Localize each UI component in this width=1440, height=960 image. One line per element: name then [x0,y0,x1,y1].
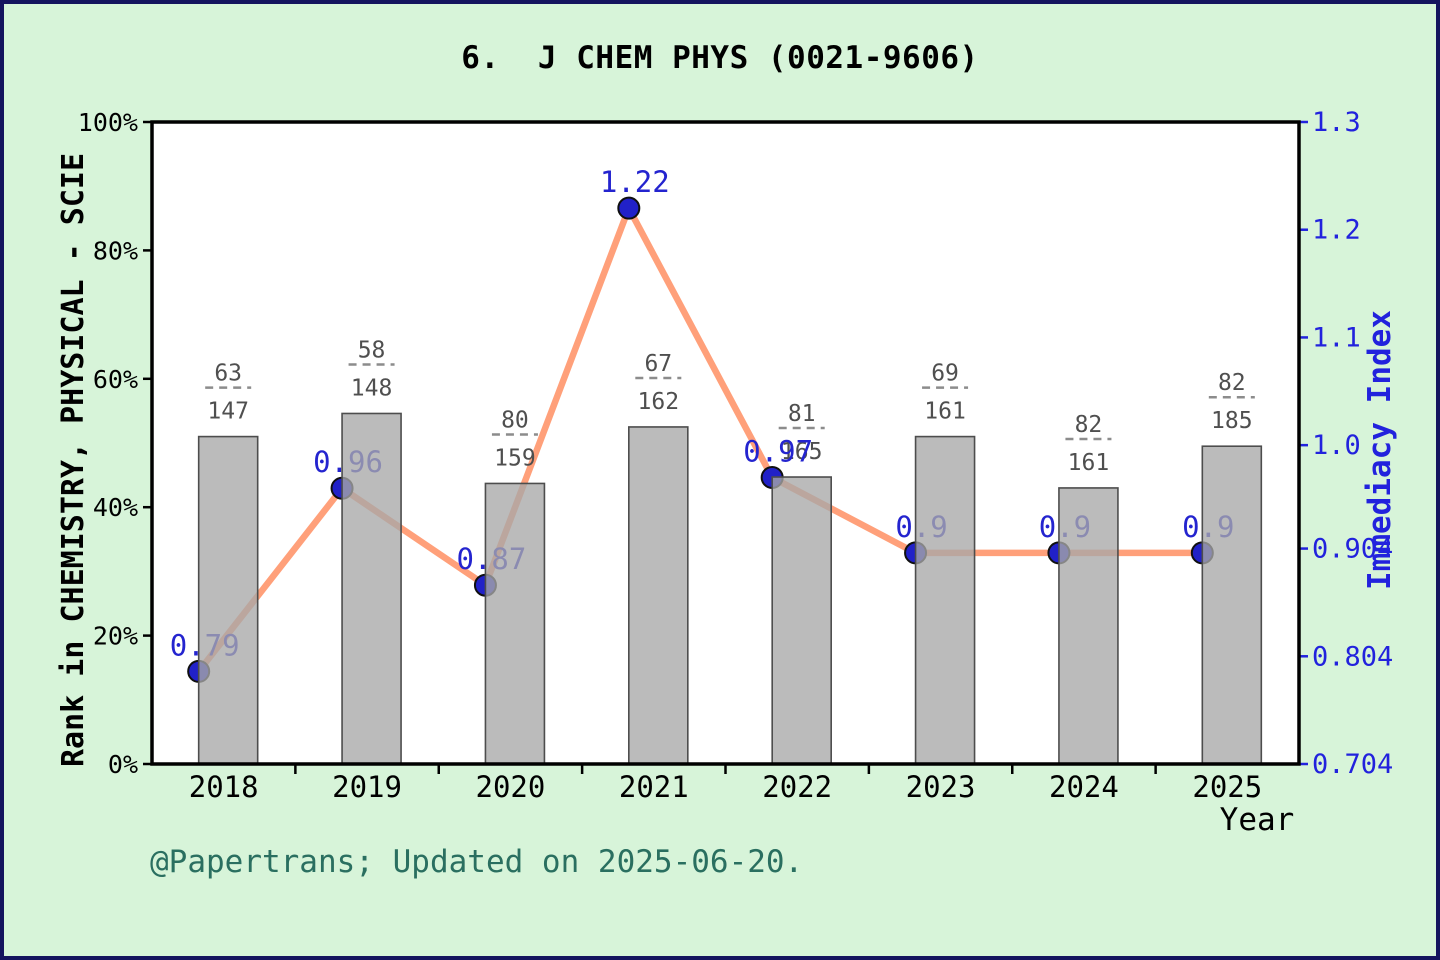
left-axis-tick-label: 80% [93,236,138,265]
rank-fraction-denominator: 161 [1068,450,1110,476]
rank-bar [197,435,259,765]
left-axis-tick-label: 60% [93,365,138,394]
left-axis-title: Rank in CHEMISTRY, PHYSICAL - SCIE [56,152,91,768]
rank-bar [628,426,689,765]
rank-fraction-numerator: 82 [1075,412,1103,438]
rank-fraction-numerator: 63 [214,361,242,387]
left-axis-tick-label: 0% [108,750,138,779]
rank-bar [341,412,402,765]
right-axis-tick-label: 1.1 [1312,322,1361,353]
rank-fraction-numerator: 69 [931,361,959,387]
left-axis-tick-label: 20% [93,622,138,651]
right-axis-tick-label: 0.804 [1312,641,1393,672]
right-axis-title: Immediacy Index [1362,310,1398,590]
rank-fraction-denominator: 161 [924,399,966,425]
rank-fraction-denominator: 148 [351,375,393,401]
rank-bar [771,476,832,765]
rank-fraction-numerator: 82 [1218,370,1246,396]
x-axis-year-label: 2022 [762,770,832,804]
right-axis-tick-label: 0.704 [1312,749,1393,780]
right-axis-tick-label: 0.904 [1312,534,1393,565]
rank-fraction-numerator: 81 [788,401,816,427]
right-axis-tick-label: 1.0 [1312,430,1361,461]
rank-fraction-denominator: 147 [207,399,249,425]
left-axis-tick-label: 40% [93,493,138,522]
x-axis-year-label: 2019 [332,770,402,804]
x-axis-year-label: 2018 [189,770,259,804]
rank-bar [484,482,546,765]
rank-fraction-numerator: 80 [501,407,529,433]
plot-area: 0% 20% 40% 60% 80% 100% 0.704 0.804 0.904 1.0 1.1 1… [78,107,1394,804]
x-axis-title: Year [1219,802,1295,838]
rank-bar [1201,445,1263,765]
left-axis-tick-label: 100% [78,108,138,137]
rank-fraction-denominator: 162 [638,389,680,415]
chart-title: 6. J CHEM PHYS (0021-9606) [461,40,979,76]
rank-bar [1058,487,1119,765]
right-axis-tick-label: 1.2 [1312,215,1361,246]
rank-bar [914,435,976,765]
x-axis-year-label: 2023 [906,770,976,804]
rank-fraction-denominator: 185 [1211,408,1253,434]
data-point-marker [617,196,641,220]
axis-frame [150,120,1301,766]
rank-fraction-numerator: 67 [644,351,672,377]
rank-fraction-numerator: 58 [358,337,386,363]
x-axis-year-label: 2025 [1192,770,1262,804]
rank-fraction-denominator: 159 [494,445,536,471]
x-axis-year-label: 2020 [476,770,546,804]
rank-fraction-denominator: 165 [781,439,823,465]
right-axis-tick-label: 1.3 [1312,107,1361,138]
x-axis-year-label: 2021 [619,770,689,804]
x-axis-year-label: 2024 [1049,770,1119,804]
immediacy-value-label: 1.22 [600,165,670,199]
plot-background [152,122,1299,764]
credit-line: @Papertrans; Updated on 2025-06-20. [150,844,804,880]
immediacy-value-label: 0.97 [743,434,813,468]
